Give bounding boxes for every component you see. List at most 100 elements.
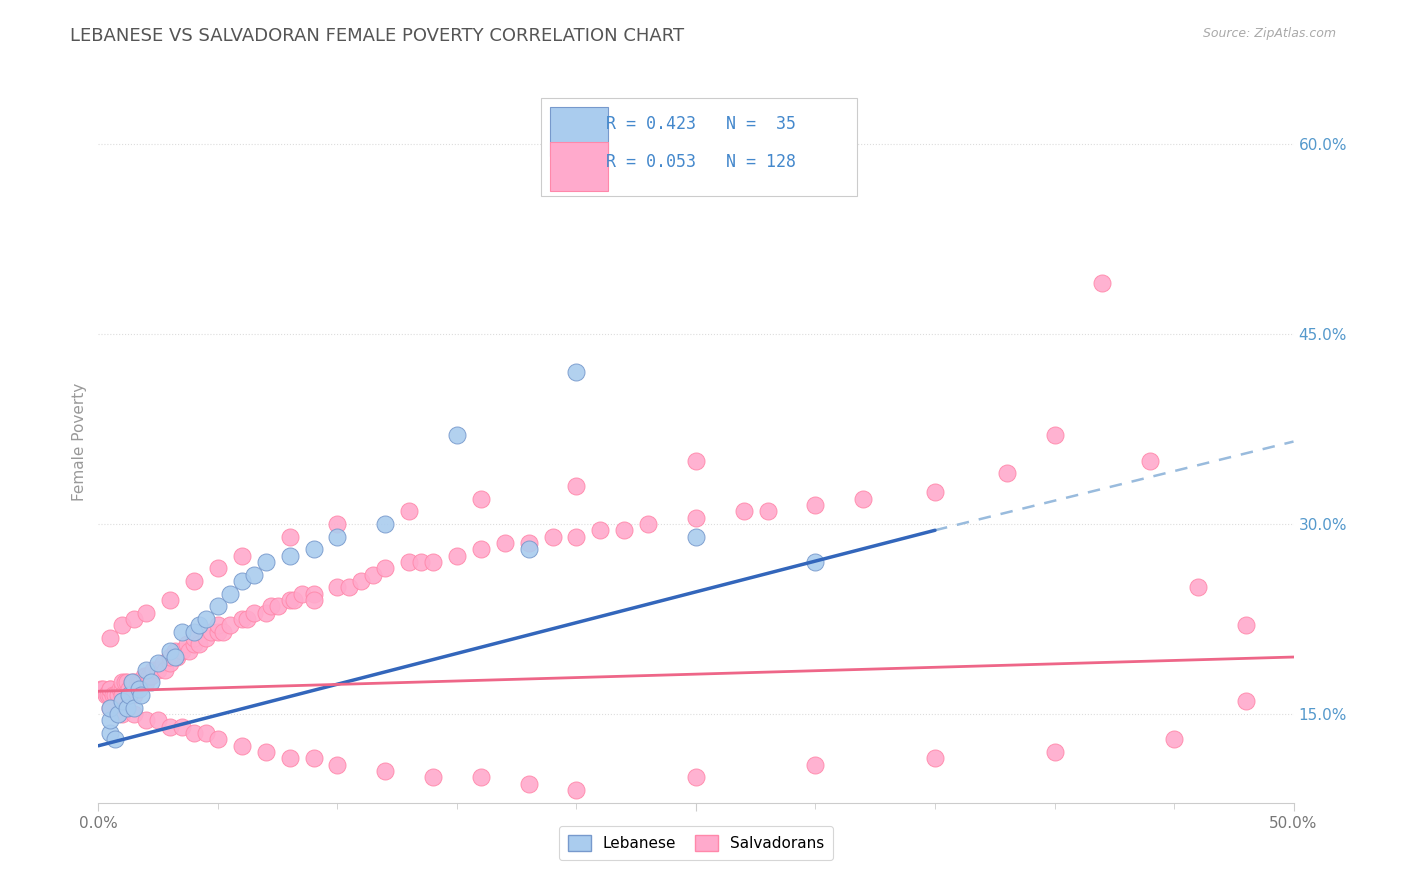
Point bbox=[152, 657, 174, 671]
FancyBboxPatch shape bbox=[550, 107, 607, 156]
Point bbox=[267, 599, 290, 614]
Point bbox=[207, 732, 229, 747]
Point bbox=[124, 675, 146, 690]
Point bbox=[326, 580, 349, 594]
Text: LEBANESE VS SALVADORAN FEMALE POVERTY CORRELATION CHART: LEBANESE VS SALVADORAN FEMALE POVERTY CO… bbox=[70, 27, 685, 45]
Point bbox=[98, 631, 122, 645]
Point bbox=[804, 555, 827, 569]
Point bbox=[101, 688, 124, 702]
Point bbox=[135, 606, 157, 620]
Point bbox=[97, 688, 120, 702]
Point bbox=[183, 574, 205, 588]
Point bbox=[470, 771, 492, 785]
Point bbox=[278, 593, 301, 607]
Point bbox=[111, 694, 134, 708]
Point bbox=[350, 574, 373, 588]
Point bbox=[219, 618, 242, 632]
Point bbox=[111, 688, 134, 702]
Text: R = 0.423   N =  35: R = 0.423 N = 35 bbox=[606, 115, 796, 133]
Point bbox=[517, 542, 540, 557]
Point bbox=[98, 700, 122, 714]
Point bbox=[756, 504, 779, 518]
Point bbox=[1163, 732, 1185, 747]
Point bbox=[494, 536, 516, 550]
Point bbox=[733, 504, 755, 518]
Point bbox=[326, 530, 349, 544]
Point bbox=[124, 700, 146, 714]
Point bbox=[159, 593, 181, 607]
Point bbox=[128, 681, 150, 696]
FancyBboxPatch shape bbox=[541, 98, 858, 196]
Point bbox=[159, 720, 181, 734]
Point bbox=[148, 657, 170, 671]
Point bbox=[235, 612, 257, 626]
Point bbox=[1187, 580, 1209, 594]
Point bbox=[565, 365, 588, 379]
Point bbox=[195, 631, 218, 645]
Point bbox=[187, 637, 209, 651]
Point bbox=[231, 739, 253, 753]
Point bbox=[278, 530, 301, 544]
Point bbox=[517, 536, 540, 550]
Point bbox=[104, 688, 127, 702]
Point bbox=[1234, 694, 1257, 708]
Point bbox=[207, 618, 229, 632]
Point bbox=[98, 688, 122, 702]
Point bbox=[187, 618, 209, 632]
Point bbox=[163, 643, 186, 657]
Point bbox=[139, 675, 162, 690]
Point bbox=[422, 771, 444, 785]
Point bbox=[148, 663, 170, 677]
Point bbox=[231, 549, 253, 563]
Point bbox=[446, 428, 468, 442]
Point bbox=[125, 675, 148, 690]
Point bbox=[176, 637, 198, 651]
Point bbox=[422, 555, 444, 569]
Point bbox=[211, 624, 233, 639]
Point bbox=[124, 707, 146, 722]
Point bbox=[121, 675, 143, 690]
Point bbox=[94, 688, 117, 702]
Point bbox=[111, 675, 134, 690]
Point bbox=[183, 637, 205, 651]
Point bbox=[565, 479, 588, 493]
Point bbox=[541, 530, 564, 544]
Point bbox=[195, 726, 218, 740]
Point bbox=[124, 688, 146, 702]
Point bbox=[135, 714, 157, 728]
Text: R = 0.053   N = 128: R = 0.053 N = 128 bbox=[606, 153, 796, 171]
Point bbox=[195, 612, 218, 626]
Point bbox=[159, 643, 181, 657]
Point bbox=[131, 688, 153, 702]
FancyBboxPatch shape bbox=[550, 142, 607, 191]
Point bbox=[398, 504, 420, 518]
Point bbox=[1234, 618, 1257, 632]
Point bbox=[339, 580, 361, 594]
Point bbox=[326, 757, 349, 772]
Point bbox=[159, 657, 181, 671]
Point bbox=[470, 491, 492, 506]
Point bbox=[115, 700, 138, 714]
Point bbox=[118, 681, 141, 696]
Point bbox=[115, 675, 138, 690]
Point bbox=[148, 714, 170, 728]
Point bbox=[98, 681, 122, 696]
Point bbox=[118, 688, 141, 702]
Point bbox=[254, 606, 277, 620]
Point bbox=[90, 681, 112, 696]
Point bbox=[1139, 453, 1161, 467]
Point bbox=[254, 745, 277, 759]
Point bbox=[111, 707, 134, 722]
Point bbox=[804, 498, 827, 512]
Point bbox=[470, 542, 492, 557]
Point bbox=[135, 675, 157, 690]
Point bbox=[565, 530, 588, 544]
Point bbox=[138, 669, 160, 683]
Point bbox=[302, 542, 325, 557]
Point bbox=[1043, 428, 1066, 442]
Point bbox=[283, 593, 305, 607]
Point bbox=[155, 663, 177, 677]
Point bbox=[685, 510, 707, 524]
Point bbox=[124, 612, 146, 626]
Point bbox=[131, 675, 153, 690]
